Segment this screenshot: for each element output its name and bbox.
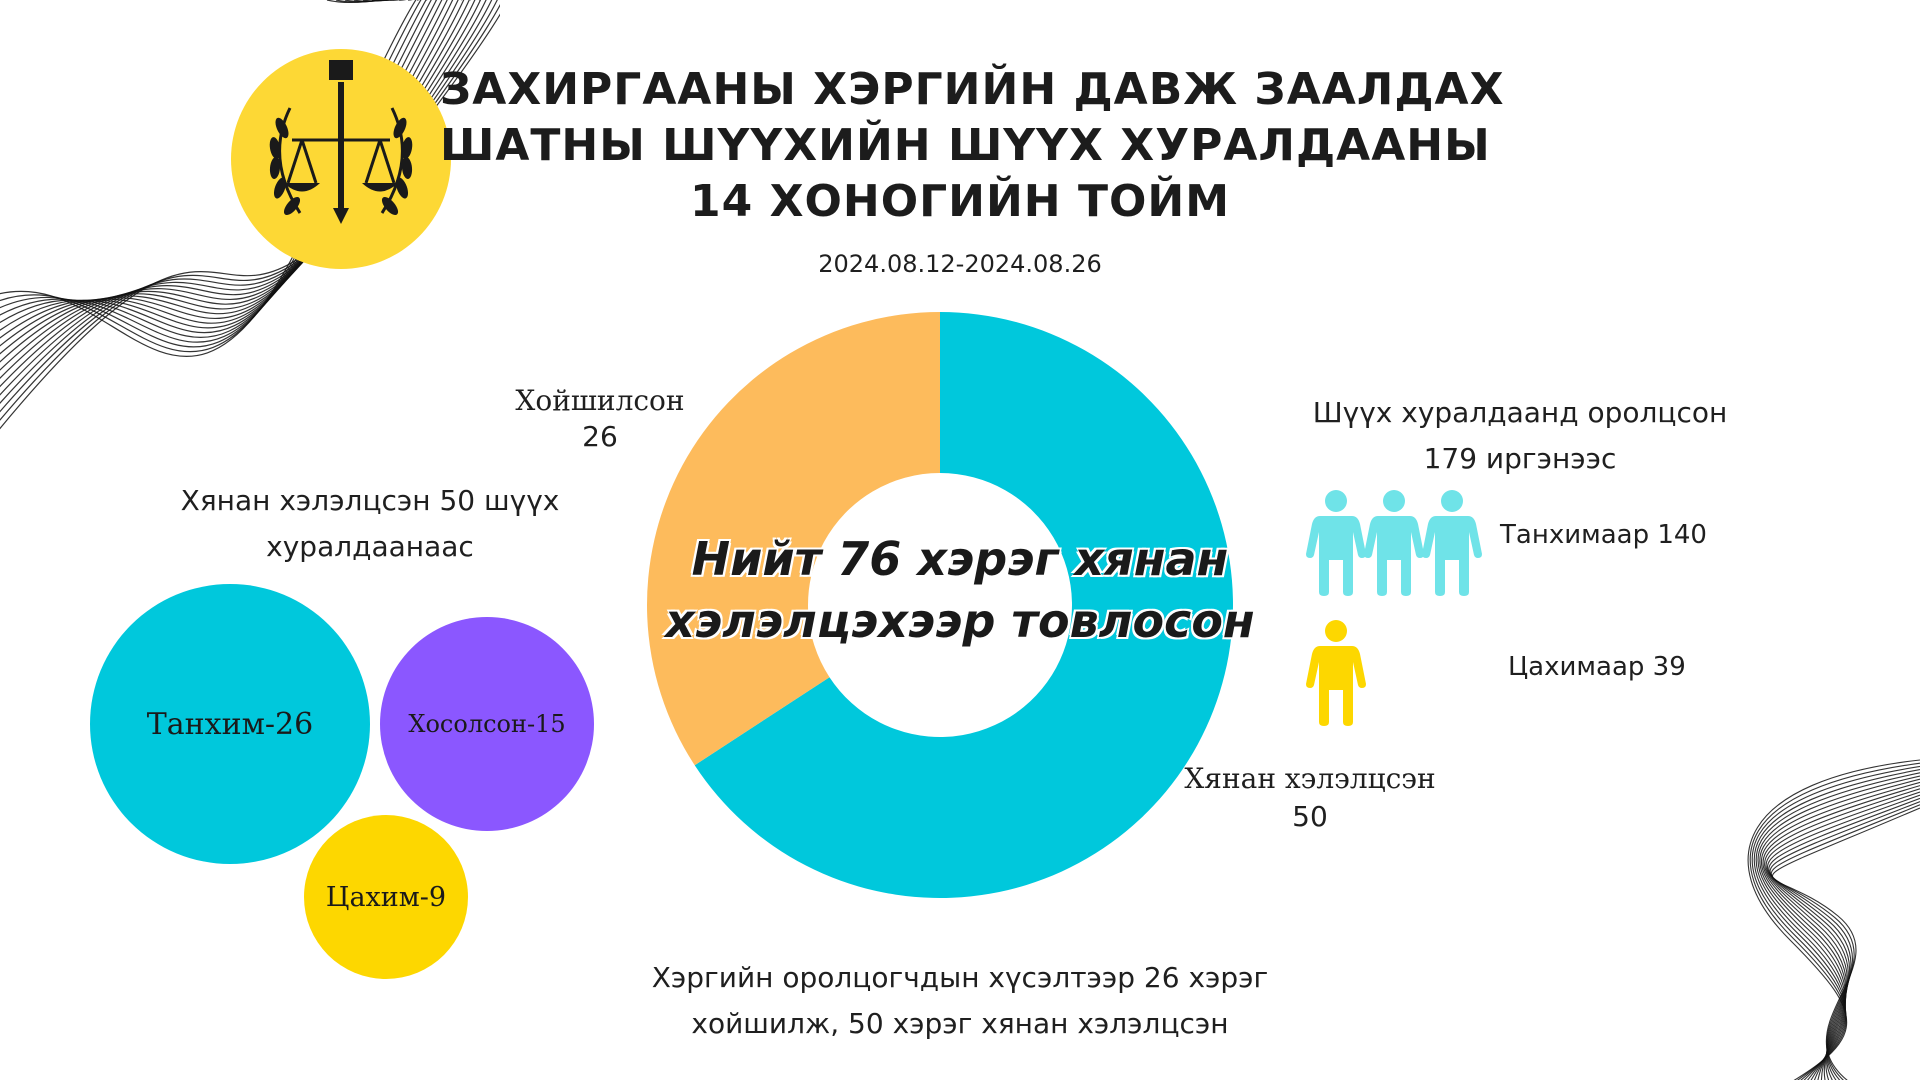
slice-label-postponed-name: Хойшилсон	[515, 384, 685, 417]
donut-slice-1	[647, 312, 940, 766]
bubble-title-line-2: хуралдаанаас	[266, 530, 474, 563]
wave-line	[1760, 781, 1920, 1080]
bubble-in-person: Танхим-26	[90, 584, 370, 864]
participants-title-line-1: Шүүх хуралдаанд оролцсон	[1312, 396, 1728, 429]
participants-title-line-2: 179 иргэнээс	[1423, 442, 1617, 475]
summary-text: Хэргийн оролцогчдын хүсэлтээр 26 хэрэг х…	[560, 955, 1360, 1047]
wave-line	[1757, 775, 1920, 1080]
wave-line	[1768, 797, 1920, 1080]
donut-chart	[647, 312, 1233, 898]
person-icon	[1306, 620, 1366, 726]
wave-line	[1767, 794, 1920, 1080]
person-icon	[1422, 490, 1482, 596]
decorative-waves-right	[1747, 759, 1920, 1080]
slice-label-reviewed: Хянан хэлэлцсэн 50	[1170, 760, 1450, 836]
date-range: 2024.08.12-2024.08.26	[818, 250, 1102, 278]
bubble-in-person-label: Танхим-26	[146, 706, 314, 742]
slice-label-postponed-value: 26	[582, 420, 618, 453]
wave-line	[1769, 801, 1920, 1080]
bubble-combined-label: Хосолсон-15	[408, 710, 566, 738]
slice-label-reviewed-value: 50	[1292, 800, 1328, 833]
page-title: ЗАХИРГААНЫ ХЭРГИЙН ДАВЖ ЗААЛДАХ ШАТНЫ ШҮ…	[440, 62, 1505, 230]
wave-line	[1747, 759, 1920, 1080]
donut-center-text: Нийт 76 хэрэг хянан хэлэлцэхээр товлосон	[600, 528, 1320, 652]
donut-slice-0	[694, 312, 1233, 898]
person-icon	[1364, 490, 1424, 596]
bubble-online-label: Цахим-9	[325, 881, 447, 913]
wave-line	[1751, 765, 1920, 1080]
wave-line	[1762, 785, 1920, 1080]
bubble-combined: Хосолсон-15	[380, 617, 594, 831]
title-line-3: 14 ХОНОГИЙН ТОЙМ	[690, 176, 1230, 227]
bubble-title-line-1: Хянан хэлэлцсэн 50 шүүх	[180, 484, 560, 517]
title-line-1: ЗАХИРГААНЫ ХЭРГИЙН ДАВЖ ЗААЛДАХ	[440, 64, 1505, 115]
summary-line-2: хойшилж, 50 хэрэг хянан хэлэлцсэн	[691, 1007, 1229, 1040]
wave-line	[1764, 788, 1920, 1080]
wave-line	[1749, 762, 1920, 1080]
participants-title: Шүүх хуралдаанд оролцсон 179 иргэнээс	[1300, 390, 1740, 482]
summary-line-1: Хэргийн оролцогчдын хүсэлтээр 26 хэрэг	[651, 961, 1269, 994]
wave-line	[1753, 769, 1920, 1080]
wave-line	[1771, 807, 1920, 1080]
in-person-count: Танхимаар 140	[1500, 520, 1707, 550]
court-emblem-icon	[231, 49, 451, 269]
bubble-online: Цахим-9	[304, 815, 468, 979]
online-count: Цахимаар 39	[1508, 652, 1686, 682]
donut-center-line-2: хэлэлцэхээр товлосон	[665, 594, 1255, 648]
wave-line	[1755, 772, 1920, 1080]
donut-center-line-1: Нийт 76 хэрэг хянан	[691, 532, 1229, 586]
title-line-2: ШАТНЫ ШҮҮХИЙН ШҮҮХ ХУРАЛДААНЫ	[440, 120, 1491, 171]
person-icon	[1306, 490, 1366, 596]
wave-line	[1770, 804, 1920, 1080]
bubble-chart-title: Хянан хэлэлцсэн 50 шүүх хуралдаанаас	[130, 478, 610, 570]
slice-label-postponed: Хойшилсон 26	[500, 383, 700, 455]
wave-line	[1765, 791, 1920, 1080]
slice-label-reviewed-name: Хянан хэлэлцсэн	[1184, 762, 1436, 795]
wave-line	[1759, 778, 1920, 1080]
